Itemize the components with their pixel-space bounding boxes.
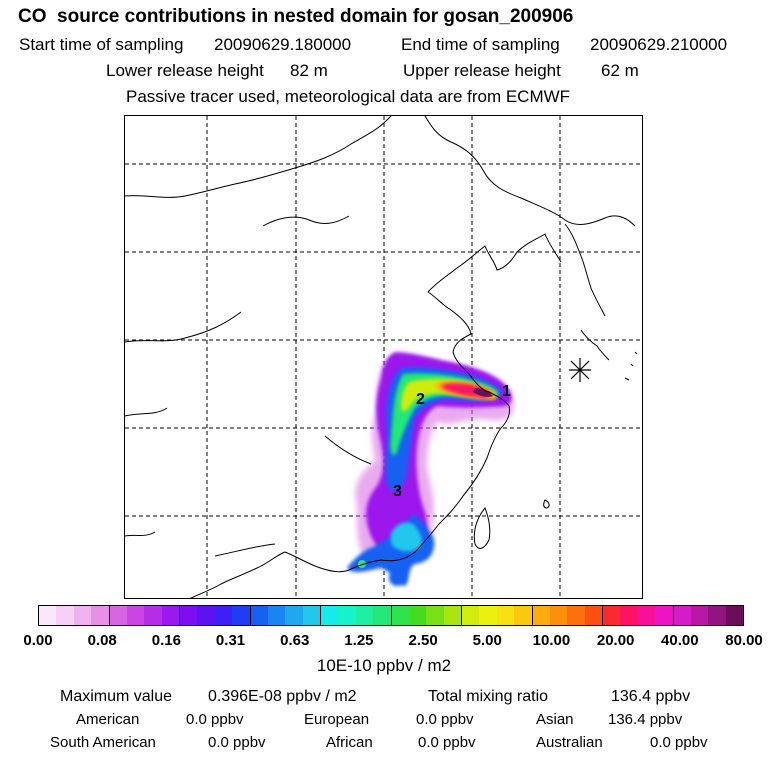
color-scale-cell [267,606,286,625]
color-scale-cell [180,606,198,625]
color-scale-cell [603,606,621,625]
region-value: 0.0 ppbv [418,734,476,751]
color-scale-cell [285,606,303,625]
start-time-label: Start time of sampling [19,35,184,54]
color-scale-cell [321,606,339,625]
color-scale-cell [214,606,233,625]
color-scale-cell [673,606,691,625]
color-scale-cell [144,606,162,625]
total-mixing-label: Total mixing ratio [428,688,549,705]
color-scale-cell [56,606,74,625]
color-scale-cell [126,606,145,625]
total-mixing-value: 136.4 ppbv [611,688,691,705]
color-scale-cell [496,606,515,625]
lower-height-label: Lower release height [106,61,264,80]
color-scale-cell [109,606,127,625]
source-marker-1: 1 [502,383,511,400]
region-value: 0.0 ppbv [186,711,244,728]
color-scale-tick-label: 0.16 [151,632,181,649]
region-name: European [304,711,370,728]
region-name: Australian [536,734,603,751]
plot-title: CO source contributions in nested domain… [18,6,574,27]
receptor-star-icon [569,358,591,382]
color-scale-tick-label: 0.31 [215,632,246,649]
region-name: African [326,734,373,751]
color-scale-cell [197,606,215,625]
region-value: 136.4 ppbv [608,711,683,728]
color-scale-cell [91,606,110,625]
concentration-plume [347,352,514,586]
color-scale-tick-label: 2.50 [408,632,438,649]
max-value: 0.396E-08 ppbv / m2 [208,688,357,705]
color-scale-cell [39,606,57,625]
region-value: 0.0 ppbv [650,734,708,751]
color-scale-cell [161,606,180,625]
color-scale-tick-label: 20.00 [596,632,635,649]
color-scale-tick-label: 80.00 [725,632,763,649]
region-value: 0.0 ppbv [208,734,266,751]
color-scale-cell [443,606,462,625]
color-scale-cell [549,606,568,625]
color-scale-cell [567,606,585,625]
region-name: American [76,711,140,728]
max-value-label: Maximum value [60,688,173,705]
color-scale-cell [584,606,603,625]
color-scale-cell [426,606,444,625]
map-panel: 1 2 3 [124,115,643,599]
color-scale-bar [38,605,744,626]
color-scale-cell [725,606,743,625]
color-scale-cell [708,606,726,625]
color-scale-cell [655,606,674,625]
region-name: Asian [536,711,574,728]
tracer-note: Passive tracer used, meteorological data… [126,87,571,106]
region-name: South American [50,734,156,751]
region-value: 0.0 ppbv [416,711,474,728]
color-scale-tick-label: 0.63 [280,632,310,649]
source-marker-3: 3 [393,483,402,500]
color-scale-tick-label: 1.25 [344,632,374,649]
color-scale-tick-label: 40.00 [661,632,699,649]
end-time-label: End time of sampling [401,35,560,54]
color-scale-cell [690,606,709,625]
coastlines [125,116,638,598]
color-scale-unit: 10E-10 ppbv / m2 [316,656,452,675]
color-scale-cell [637,606,656,625]
color-scale-tick-label: 0.08 [87,632,117,649]
map-canvas: 1 2 3 [125,116,642,598]
lower-height-value: 82 m [290,61,328,80]
upper-height-value: 62 m [601,61,639,80]
color-scale-cell [355,606,374,625]
color-scale-cell [302,606,321,625]
color-scale-cell [408,606,427,625]
color-scale-cell [620,606,638,625]
color-scale-cell [391,606,409,625]
color-scale-tick-label: 0.00 [23,632,53,649]
color-scale-cell [73,606,92,625]
color-scale-cell [462,606,480,625]
color-scale-cell [373,606,392,625]
upper-height-label: Upper release height [403,61,561,80]
color-scale-cell [232,606,251,625]
color-scale-cell [479,606,497,625]
start-time-value: 20090629.180000 [214,35,352,54]
color-scale-cell [514,606,533,625]
color-scale-tick-label: 10.00 [532,632,571,649]
color-scale-cell [250,606,268,625]
source-marker-2: 2 [416,391,425,408]
end-time-value: 20090629.210000 [590,35,728,54]
color-scale-tick-label: 5.00 [472,632,502,649]
color-scale-cell [338,606,356,625]
color-scale-cell [532,606,550,625]
